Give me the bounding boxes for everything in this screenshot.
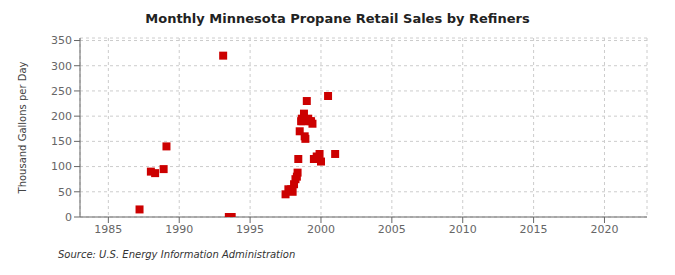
svg-text:2015: 2015 — [520, 223, 548, 236]
svg-text:2010: 2010 — [449, 223, 477, 236]
html-text:Monthly Minnesota Propane Reta: Monthly Minnesota Propane Retail Sales b… — [145, 11, 530, 26]
html-text:Source: U.S. Energy Informatio: Source: U.S. Energy Information Administ… — [58, 249, 296, 260]
svg-text:150: 150 — [51, 135, 72, 148]
svg-text:2005: 2005 — [378, 223, 406, 236]
svg-text:200: 200 — [51, 110, 72, 123]
svg-text:100: 100 — [51, 160, 72, 173]
svg-text:2000: 2000 — [307, 223, 335, 236]
svg-text:1985: 1985 — [94, 223, 122, 236]
svg-text:1990: 1990 — [165, 223, 193, 236]
svg-text:2020: 2020 — [590, 223, 618, 236]
svg-text:250: 250 — [51, 85, 72, 98]
svg-text:0: 0 — [65, 211, 72, 224]
svg-text:300: 300 — [51, 60, 72, 73]
svg-text:350: 350 — [51, 34, 72, 47]
svg-text:1995: 1995 — [236, 223, 264, 236]
svg-text:Thousand Gallons per Day: Thousand Gallons per Day — [17, 61, 28, 194]
svg-text:50: 50 — [58, 186, 72, 199]
